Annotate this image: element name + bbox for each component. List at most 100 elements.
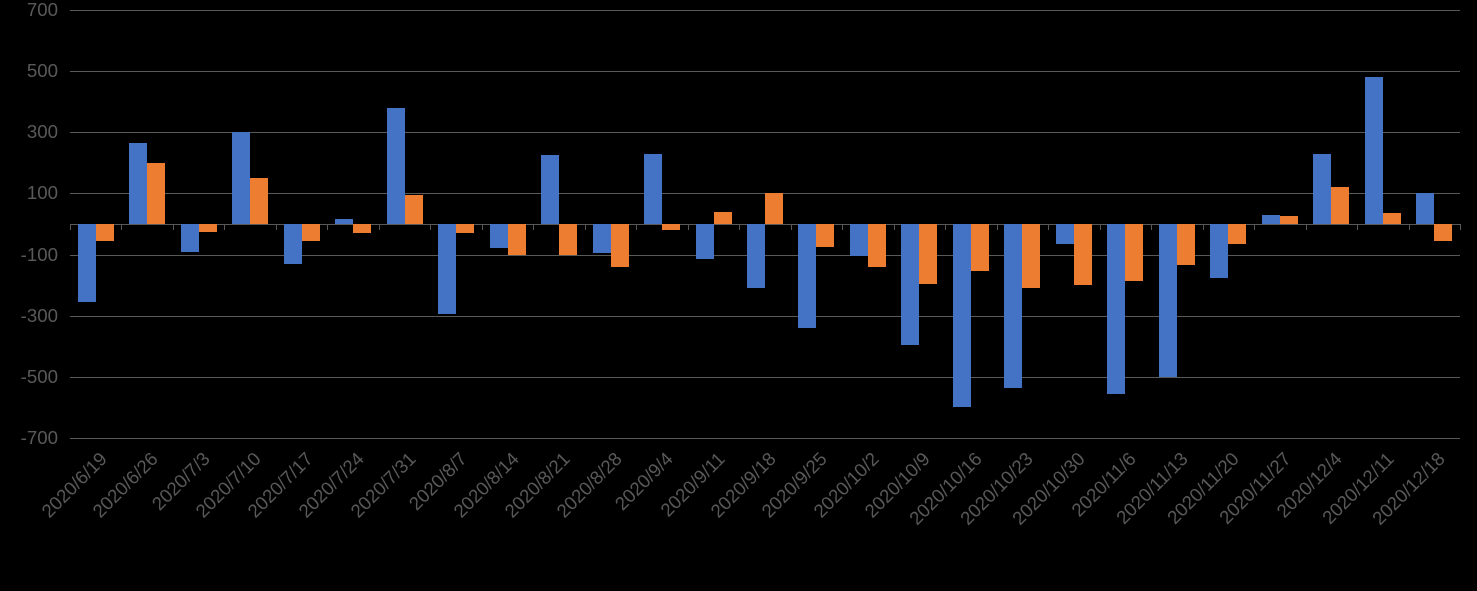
bar-series-1 [1262, 215, 1280, 224]
bar-series-2 [1177, 224, 1195, 265]
x-tick-mark [1460, 224, 1461, 230]
gridline [70, 132, 1460, 133]
gridline [70, 255, 1460, 256]
bar-series-1 [747, 224, 765, 288]
bar-series-1 [1004, 224, 1022, 388]
bar-series-1 [850, 224, 868, 256]
bar-series-1 [1056, 224, 1074, 244]
bar-series-1 [387, 108, 405, 224]
bar-series-1 [901, 224, 919, 345]
y-tick-label: 700 [0, 0, 58, 21]
bar-series-2 [1331, 187, 1349, 224]
x-tick-mark [945, 224, 946, 230]
bar-series-2 [662, 224, 680, 230]
bar-series-2 [1228, 224, 1246, 244]
x-tick-mark [327, 224, 328, 230]
gridline [70, 10, 1460, 11]
bar-series-1 [1159, 224, 1177, 377]
bar-series-1 [232, 132, 250, 224]
plot-area [70, 10, 1460, 438]
bar-series-2 [508, 224, 526, 255]
x-tick-mark [1409, 224, 1410, 230]
x-tick-mark [1357, 224, 1358, 230]
bar-series-1 [593, 224, 611, 253]
gridline [70, 377, 1460, 378]
bar-series-1 [953, 224, 971, 407]
bar-series-2 [96, 224, 114, 241]
bar-series-1 [1210, 224, 1228, 278]
y-tick-label: 500 [0, 60, 58, 82]
bar-series-2 [919, 224, 937, 284]
x-tick-mark [688, 224, 689, 230]
x-tick-mark [173, 224, 174, 230]
bar-series-2 [868, 224, 886, 267]
y-tick-label: -100 [0, 244, 58, 266]
axis-baseline [70, 224, 1460, 225]
bar-series-1 [129, 143, 147, 224]
x-tick-mark [894, 224, 895, 230]
y-tick-label: -300 [0, 305, 58, 327]
bar-series-2 [405, 195, 423, 224]
bar-series-1 [1313, 154, 1331, 224]
bar-series-2 [971, 224, 989, 271]
x-tick-mark [791, 224, 792, 230]
bar-series-2 [714, 212, 732, 224]
x-tick-mark [1306, 224, 1307, 230]
bar-series-2 [1383, 213, 1401, 224]
bar-series-2 [456, 224, 474, 233]
x-tick-mark [842, 224, 843, 230]
bar-series-2 [1074, 224, 1092, 285]
grouped-bar-chart: -700-500-300-1001003005007002020/6/19202… [0, 0, 1477, 591]
bar-series-2 [559, 224, 577, 255]
x-tick-mark [482, 224, 483, 230]
bar-series-1 [490, 224, 508, 248]
x-tick-mark [739, 224, 740, 230]
x-tick-mark [533, 224, 534, 230]
bar-series-2 [816, 224, 834, 247]
bar-series-1 [284, 224, 302, 264]
y-tick-label: -700 [0, 427, 58, 449]
gridline [70, 71, 1460, 72]
x-tick-mark [1203, 224, 1204, 230]
x-tick-mark [121, 224, 122, 230]
bar-series-1 [335, 219, 353, 224]
x-tick-mark [1151, 224, 1152, 230]
bar-series-2 [147, 163, 165, 224]
bar-series-1 [798, 224, 816, 328]
bar-series-1 [696, 224, 714, 259]
bar-series-1 [1365, 77, 1383, 224]
x-tick-mark [70, 224, 71, 230]
x-tick-mark [1048, 224, 1049, 230]
x-tick-mark [1254, 224, 1255, 230]
x-tick-mark [276, 224, 277, 230]
bar-series-2 [302, 224, 320, 241]
bar-series-1 [1416, 193, 1434, 224]
bar-series-2 [1022, 224, 1040, 288]
x-tick-mark [585, 224, 586, 230]
bar-series-1 [541, 155, 559, 224]
bar-series-1 [78, 224, 96, 302]
bar-series-2 [765, 193, 783, 224]
x-tick-mark [1100, 224, 1101, 230]
bar-series-1 [644, 154, 662, 224]
bar-series-2 [1434, 224, 1452, 241]
bar-series-2 [1125, 224, 1143, 281]
x-tick-mark [636, 224, 637, 230]
gridline [70, 438, 1460, 439]
bar-series-1 [438, 224, 456, 314]
bar-series-2 [250, 178, 268, 224]
x-tick-mark [997, 224, 998, 230]
x-tick-mark [224, 224, 225, 230]
y-tick-label: 100 [0, 182, 58, 204]
bar-series-1 [181, 224, 199, 252]
y-tick-label: 300 [0, 121, 58, 143]
bar-series-2 [1280, 216, 1298, 224]
y-tick-label: -500 [0, 366, 58, 388]
bar-series-2 [611, 224, 629, 267]
bar-series-2 [353, 224, 371, 233]
x-tick-mark [430, 224, 431, 230]
gridline [70, 316, 1460, 317]
bar-series-2 [199, 224, 217, 232]
bar-series-1 [1107, 224, 1125, 394]
x-tick-mark [379, 224, 380, 230]
